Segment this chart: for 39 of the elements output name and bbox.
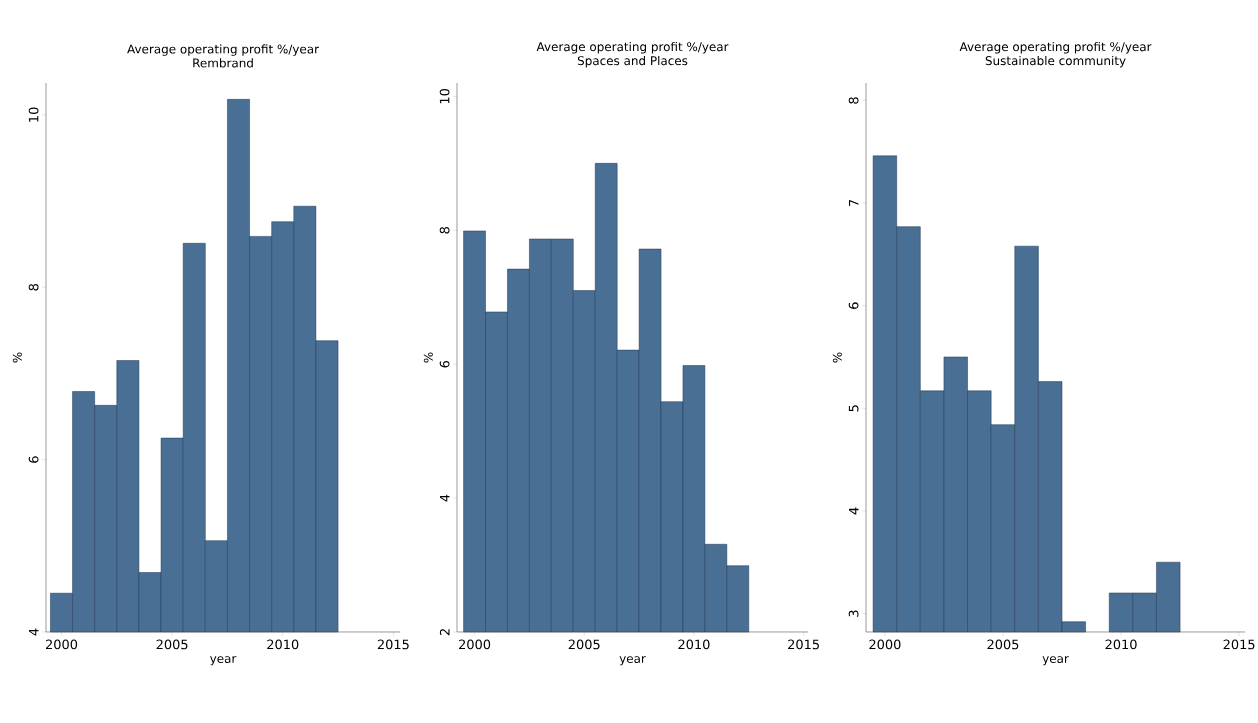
y-tick-label: 4	[849, 507, 859, 515]
chart-subtitle: Sustainable community	[985, 55, 1126, 68]
x-axis-title: year	[1042, 656, 1069, 666]
y-tick-label: 6	[28, 456, 39, 463]
y-tick-label: 4	[29, 628, 39, 636]
y-axis-title: %	[832, 352, 842, 363]
y-tick-label: 8	[439, 227, 450, 234]
y-tick-label: 8	[848, 97, 859, 104]
y-axis-title: %	[12, 352, 22, 363]
x-tick-label: 2015	[788, 639, 819, 650]
x-tick-label: 2010	[678, 639, 710, 650]
y-tick-label: 2	[439, 629, 450, 636]
y-tick-label: 3	[848, 610, 859, 617]
x-tick-label: 2000	[459, 639, 491, 650]
y-tick-label: 4	[440, 494, 450, 502]
x-tick-label: 2015	[377, 639, 409, 650]
y-tick-label: 6	[848, 302, 859, 309]
x-tick-label: 2005	[987, 639, 1019, 650]
chart-subtitle: Spaces and Places	[577, 55, 688, 68]
x-axis-title: year	[210, 656, 237, 666]
x-tick-label: 2005	[156, 639, 188, 650]
y-tick-label: 8	[28, 284, 39, 291]
chart-title: Average operating profit %/year	[536, 41, 729, 54]
chart-title: Average operating profit %/year	[127, 44, 320, 56]
x-tick-label: 2000	[45, 639, 78, 650]
x-tick-label: 2010	[267, 639, 299, 650]
y-tick-label: 5	[848, 405, 859, 412]
x-axis-title: year	[619, 656, 646, 666]
y-tick-label: 6	[439, 360, 450, 368]
x-tick-label: 2010	[1105, 639, 1137, 650]
y-tick-label: 7	[849, 200, 859, 207]
x-tick-label: 2015	[1223, 639, 1255, 650]
x-tick-label: 2005	[568, 639, 600, 650]
chart-title: Average operating profit %/year	[959, 41, 1152, 54]
chart-subtitle: Rembrand	[193, 58, 253, 68]
x-tick-label: 2000	[869, 639, 901, 650]
y-axis-title: %	[423, 352, 433, 363]
y-tick-label: 10	[28, 107, 39, 122]
y-tick-label: 10	[439, 89, 450, 104]
